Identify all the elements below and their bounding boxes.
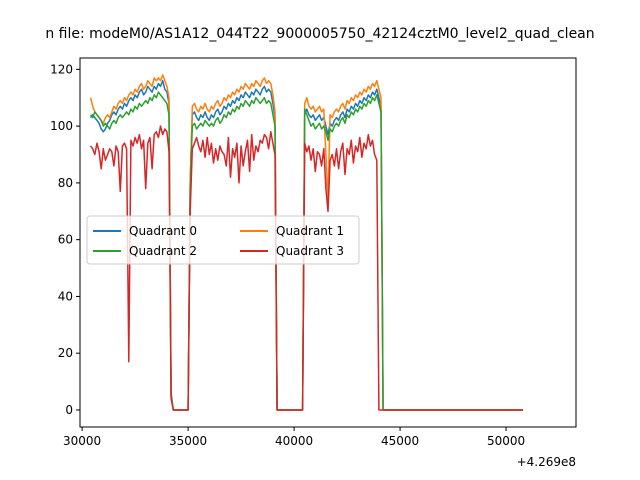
y-tick-label: 100: [50, 119, 73, 133]
x-tick-label: 40000: [275, 434, 313, 448]
series-layer: [89, 74, 523, 411]
x-tick-label: 50000: [487, 434, 525, 448]
legend-box: [86, 215, 360, 265]
y-tick-label: 120: [50, 62, 73, 76]
y-tick-label: 40: [58, 289, 73, 303]
y-tick-label: 20: [58, 346, 73, 360]
legend-label: Quadrant 0: [129, 224, 197, 238]
x-tick-label: 35000: [169, 434, 207, 448]
series-line-quadrant-3: [89, 125, 523, 411]
chart-title: n file: modeM0/AS1A12_044T22_9000005750_…: [45, 26, 594, 42]
legend-label: Quadrant 3: [276, 244, 344, 258]
x-axis-offset-label: +4.269e8: [517, 455, 576, 469]
legend: Quadrant 0 Quadrant 1 Quadrant 2 Quadrant 3: [86, 215, 360, 265]
x-tick-label: 45000: [381, 434, 419, 448]
x-axis: 30000 35000 40000 45000 50000: [63, 427, 525, 448]
y-tick-label: 60: [58, 233, 73, 247]
y-axis: 0 20 40 60 80 100 120: [50, 62, 80, 417]
y-tick-label: 80: [58, 176, 73, 190]
x-tick-label: 30000: [63, 434, 101, 448]
legend-label: Quadrant 1: [276, 224, 344, 238]
y-tick-label: 0: [65, 403, 73, 417]
legend-label: Quadrant 2: [129, 244, 197, 258]
